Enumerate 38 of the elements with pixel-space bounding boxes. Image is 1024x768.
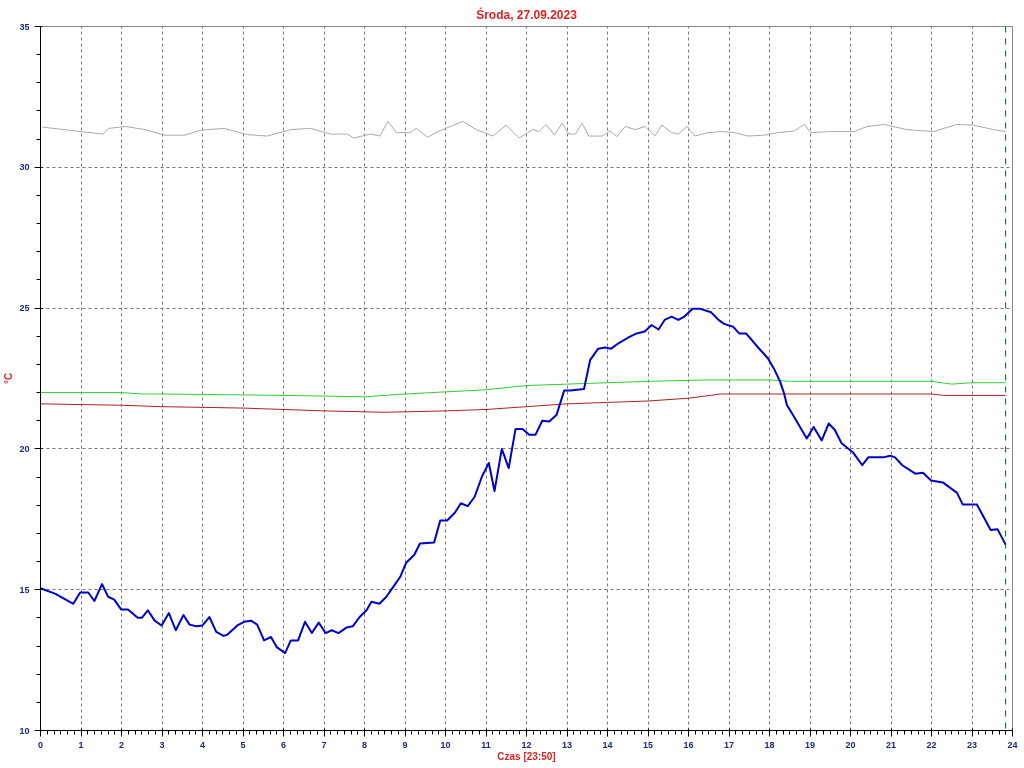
x-tick-label: 1 bbox=[78, 739, 84, 750]
x-tick-label: 7 bbox=[321, 739, 327, 750]
x-tick-label: 23 bbox=[966, 739, 978, 750]
x-tick-label: 5 bbox=[240, 739, 246, 750]
y-tick-label: 15 bbox=[19, 584, 30, 595]
y-tick-label: 35 bbox=[19, 21, 30, 32]
x-tick-label: 6 bbox=[281, 739, 287, 750]
x-tick-label: 10 bbox=[440, 739, 451, 750]
x-tick-label: 21 bbox=[885, 739, 897, 750]
y-tick-label: 25 bbox=[19, 303, 30, 314]
x-tick-label: 18 bbox=[764, 739, 775, 750]
x-axis-title: Czas [23:50] bbox=[497, 750, 556, 762]
x-tick-label: 9 bbox=[402, 739, 408, 750]
line-series bbox=[40, 393, 1007, 413]
y-tick-label: 10 bbox=[19, 725, 30, 736]
x-tick-label: 4 bbox=[200, 739, 206, 750]
x-tick-label: 2 bbox=[119, 739, 125, 750]
x-tick-label: 15 bbox=[642, 739, 654, 750]
line-series bbox=[41, 120, 1007, 139]
x-tick-label: 17 bbox=[723, 739, 735, 750]
x-tick-label: 24 bbox=[1007, 739, 1018, 750]
x-tick-label: 19 bbox=[804, 739, 816, 750]
x-tick-label: 13 bbox=[561, 739, 573, 750]
x-tick-label: 22 bbox=[926, 739, 937, 750]
x-tick-label: 20 bbox=[845, 739, 856, 750]
x-tick-label: 12 bbox=[521, 739, 532, 750]
y-tick-label: 20 bbox=[19, 443, 30, 454]
x-tick-label: 11 bbox=[481, 739, 491, 750]
y-axis-title: °C bbox=[3, 372, 15, 385]
x-tick-label: 3 bbox=[159, 739, 165, 750]
x-tick-label: 8 bbox=[362, 739, 368, 750]
x-tick-label: 16 bbox=[683, 739, 694, 750]
line-series bbox=[40, 307, 1007, 655]
x-tick-label: 0 bbox=[38, 739, 44, 750]
y-tick-label: 30 bbox=[19, 162, 30, 173]
chart-title: Środa, 27.09.2023 bbox=[476, 6, 578, 22]
line-series bbox=[40, 379, 1007, 398]
x-tick-label: 14 bbox=[602, 739, 613, 750]
